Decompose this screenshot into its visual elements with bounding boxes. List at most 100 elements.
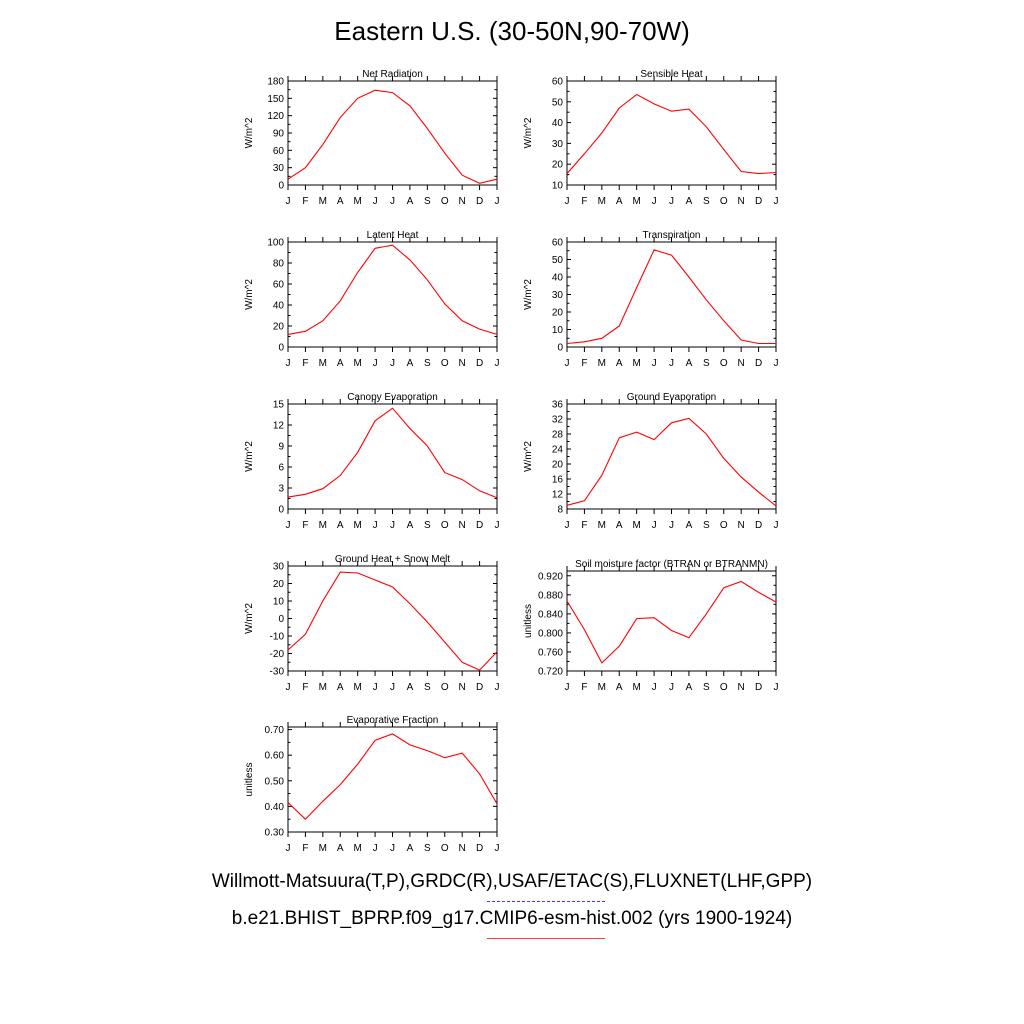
x-tick-label: M — [319, 196, 327, 207]
x-tick-label: J — [565, 196, 570, 207]
y-tick-label: 10 — [552, 325, 564, 336]
y-tick-label: 0 — [278, 181, 284, 192]
x-tick-label: S — [703, 682, 710, 693]
y-tick-label: 20 — [552, 460, 564, 471]
x-tick-label: M — [598, 520, 606, 531]
y-tick-label: 100 — [267, 238, 284, 249]
y-tick-label: 40 — [273, 301, 285, 312]
x-tick-label: J — [669, 520, 674, 531]
x-tick-label: J — [373, 682, 378, 693]
y-tick-label: 28 — [552, 430, 564, 441]
x-tick-label: F — [581, 520, 587, 531]
y-tick-label: 0.70 — [265, 725, 285, 736]
x-tick-label: S — [424, 196, 431, 207]
series-line-0 — [287, 244, 498, 335]
x-tick-label: O — [441, 843, 449, 854]
y-tick-label: 12 — [552, 490, 564, 501]
chart-panel-6: Ground Heat + Snow Melt W/m^2 -30 -20 -10 0 10… — [244, 554, 500, 693]
x-tick-label: M — [319, 682, 327, 693]
x-tick-label: O — [720, 358, 728, 369]
y-tick-label: 0.760 — [538, 647, 563, 658]
x-tick-label: J — [286, 520, 291, 531]
y-tick-label: 0.40 — [265, 802, 285, 813]
legend-model-swatch — [487, 938, 605, 939]
y-tick-label: 0 — [557, 343, 563, 354]
y-axis-label: W/m^2 — [244, 441, 255, 472]
x-tick-label: M — [632, 358, 640, 369]
x-tick-label: A — [616, 358, 623, 369]
x-tick-label: S — [703, 520, 710, 531]
series-line-0 — [566, 417, 777, 507]
x-tick-label: J — [495, 358, 500, 369]
y-axis-label: unitless — [523, 604, 534, 638]
y-tick-label: 20 — [552, 160, 564, 171]
y-tick-label: 6 — [278, 463, 284, 474]
series-line-0 — [287, 571, 498, 671]
x-tick-label: J — [774, 682, 779, 693]
x-tick-label: S — [703, 196, 710, 207]
x-tick-label: J — [652, 520, 657, 531]
y-axis-label: W/m^2 — [244, 117, 255, 148]
y-tick-label: 80 — [273, 259, 285, 270]
x-tick-label: J — [565, 682, 570, 693]
x-tick-label: M — [319, 520, 327, 531]
x-tick-label: D — [755, 682, 762, 693]
chart-panel-7: Soil moisture factor (BTRAN or BTRANMN) u… — [523, 559, 779, 693]
x-tick-label: J — [774, 358, 779, 369]
x-tick-label: N — [738, 682, 745, 693]
y-tick-label: 90 — [273, 129, 285, 140]
y-tick-label: 3 — [278, 484, 284, 495]
y-tick-label: 0.60 — [265, 751, 285, 762]
x-tick-label: F — [581, 682, 587, 693]
x-tick-label: J — [390, 682, 395, 693]
x-tick-label: J — [495, 682, 500, 693]
x-tick-label: J — [286, 843, 291, 854]
x-tick-label: M — [598, 682, 606, 693]
plot-frame — [287, 403, 498, 510]
x-tick-label: F — [302, 358, 308, 369]
x-tick-label: D — [476, 843, 483, 854]
x-tick-label: A — [337, 682, 344, 693]
y-tick-label: 0.880 — [538, 590, 563, 601]
plot-frame — [287, 241, 498, 348]
x-tick-label: A — [616, 196, 623, 207]
panel-title: Latent Heat — [367, 230, 419, 241]
panel-title: Ground Evaporation — [627, 392, 717, 403]
plot-frame — [287, 565, 498, 672]
x-tick-label: M — [632, 196, 640, 207]
y-tick-label: -20 — [270, 649, 285, 660]
x-tick-label: A — [616, 682, 623, 693]
y-tick-label: 30 — [273, 562, 285, 573]
x-tick-label: D — [476, 196, 483, 207]
y-tick-label: 60 — [552, 77, 564, 88]
x-tick-label: N — [459, 358, 466, 369]
x-tick-label: J — [495, 843, 500, 854]
y-tick-label: 0.50 — [265, 776, 285, 787]
panel-title: Evaporative Fraction — [347, 715, 439, 726]
x-tick-label: J — [669, 196, 674, 207]
y-tick-label: 10 — [273, 597, 285, 608]
y-tick-label: 24 — [552, 445, 564, 456]
x-tick-label: F — [581, 196, 587, 207]
x-tick-label: A — [337, 196, 344, 207]
y-tick-label: 60 — [273, 280, 285, 291]
x-tick-label: J — [373, 843, 378, 854]
y-tick-label: 16 — [552, 475, 564, 486]
y-tick-label: -10 — [270, 632, 285, 643]
x-tick-label: A — [407, 520, 414, 531]
x-tick-label: M — [598, 196, 606, 207]
x-tick-label: S — [424, 358, 431, 369]
y-tick-label: 30 — [273, 163, 285, 174]
x-tick-label: J — [390, 358, 395, 369]
x-tick-label: N — [459, 196, 466, 207]
x-tick-label: O — [441, 520, 449, 531]
series-line-0 — [566, 580, 777, 664]
panel-title: Transpiration — [643, 230, 701, 241]
y-tick-label: 60 — [273, 146, 285, 157]
y-tick-label: 0 — [278, 343, 284, 354]
y-tick-label: 0 — [278, 505, 284, 516]
y-tick-label: 40 — [552, 118, 564, 129]
